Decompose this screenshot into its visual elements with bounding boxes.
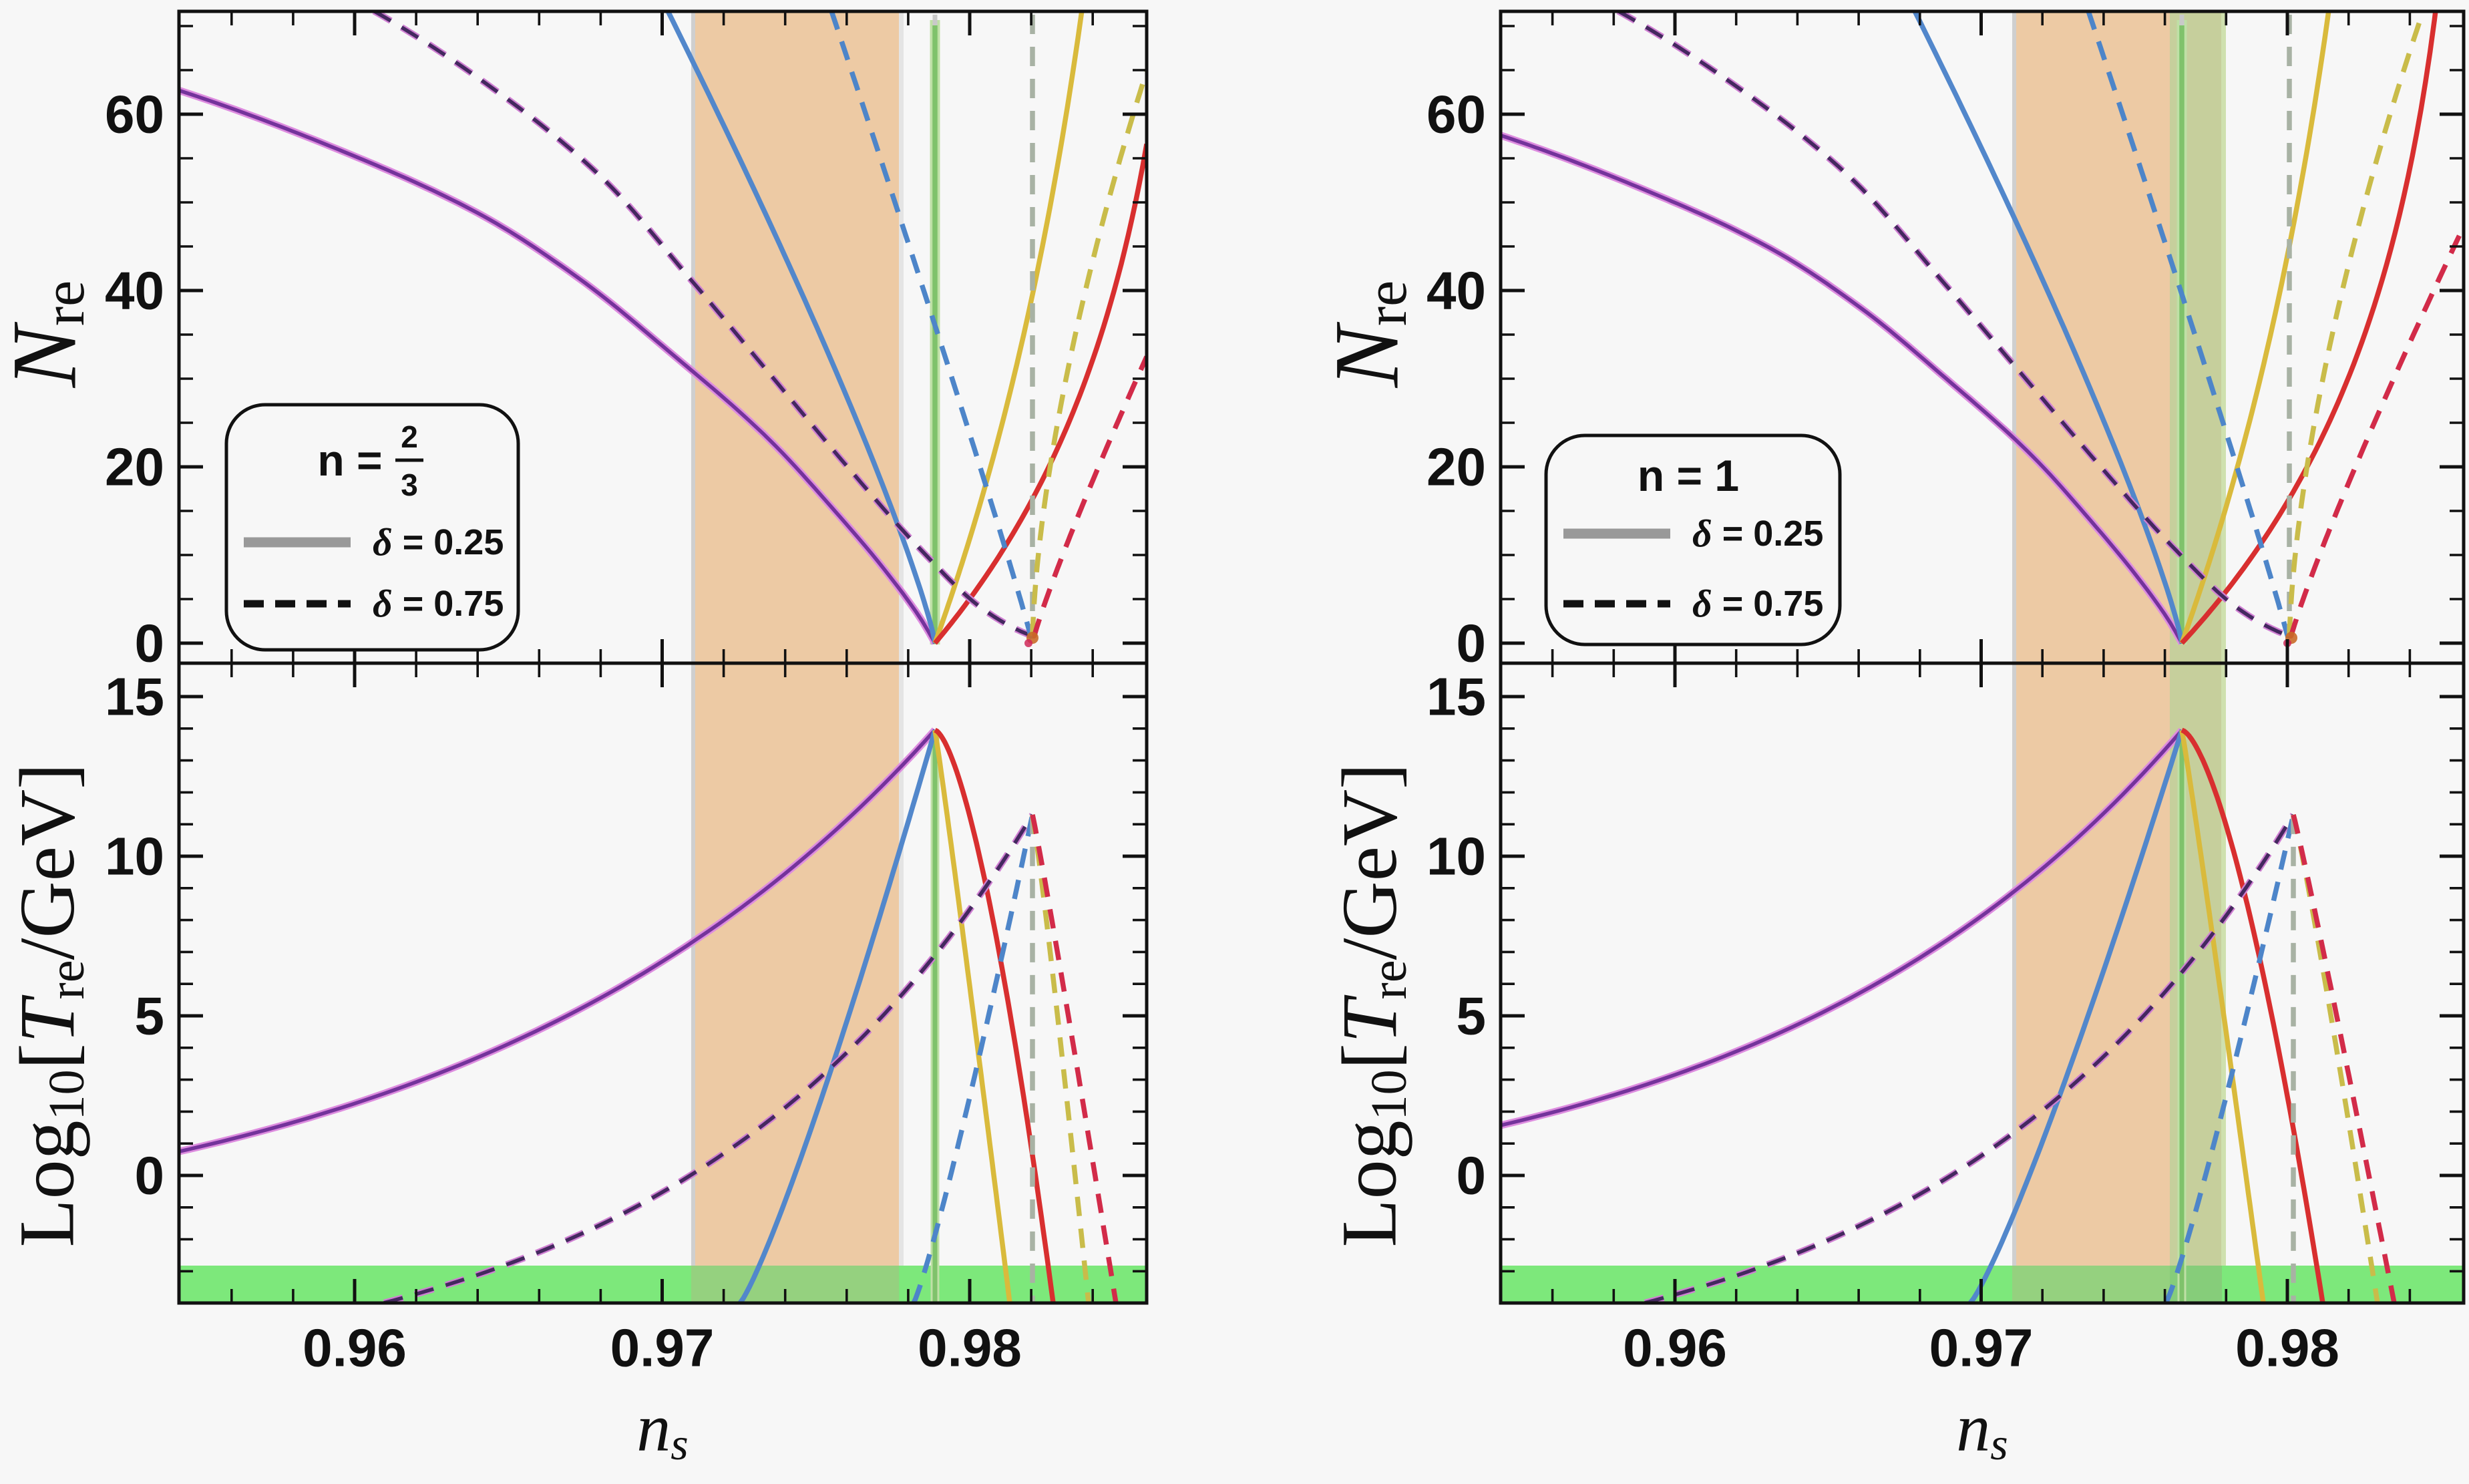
svg-text:0: 0 [1457, 614, 1487, 673]
svg-text:10: 10 [1427, 827, 1486, 886]
svg-text:0.97: 0.97 [1929, 1318, 2034, 1378]
svg-text:15: 15 [105, 667, 164, 727]
svg-text:10: 10 [105, 827, 164, 886]
svg-text:δ = 0.25: δ = 0.25 [1692, 512, 1823, 556]
svg-text:0: 0 [135, 1146, 165, 1205]
svg-text:20: 20 [1427, 437, 1486, 497]
svg-text:3: 3 [401, 468, 418, 502]
svg-text:0.96: 0.96 [303, 1318, 407, 1378]
svg-text:0: 0 [1457, 1146, 1487, 1205]
svg-text:δ = 0.75: δ = 0.75 [373, 582, 504, 626]
svg-text:60: 60 [1427, 85, 1486, 144]
svg-text:5: 5 [135, 986, 165, 1046]
svg-text:40: 40 [105, 261, 164, 321]
svg-text:0.98: 0.98 [918, 1318, 1022, 1378]
svg-text:n =: n = [317, 435, 382, 485]
svg-text:n = 1: n = 1 [1638, 451, 1739, 500]
svg-text:0.98: 0.98 [2235, 1318, 2339, 1378]
svg-text:15: 15 [1427, 667, 1486, 727]
svg-text:20: 20 [105, 437, 164, 497]
svg-text:60: 60 [105, 85, 164, 144]
svg-text:Nre: Nre [0, 281, 97, 389]
svg-text:δ = 0.75: δ = 0.75 [1692, 582, 1823, 626]
svg-text:2: 2 [401, 419, 418, 454]
svg-text:Log10[Tre/GeV]: Log10[Tre/GeV] [1326, 763, 1418, 1248]
svg-text:5: 5 [1457, 986, 1487, 1046]
svg-text:0: 0 [135, 614, 165, 673]
svg-text:0.96: 0.96 [1623, 1318, 1727, 1378]
svg-text:40: 40 [1427, 261, 1486, 321]
svg-text:δ = 0.25: δ = 0.25 [373, 521, 504, 564]
svg-text:0.97: 0.97 [610, 1318, 715, 1378]
svg-text:Log10[Tre/GeV]: Log10[Tre/GeV] [3, 763, 96, 1248]
